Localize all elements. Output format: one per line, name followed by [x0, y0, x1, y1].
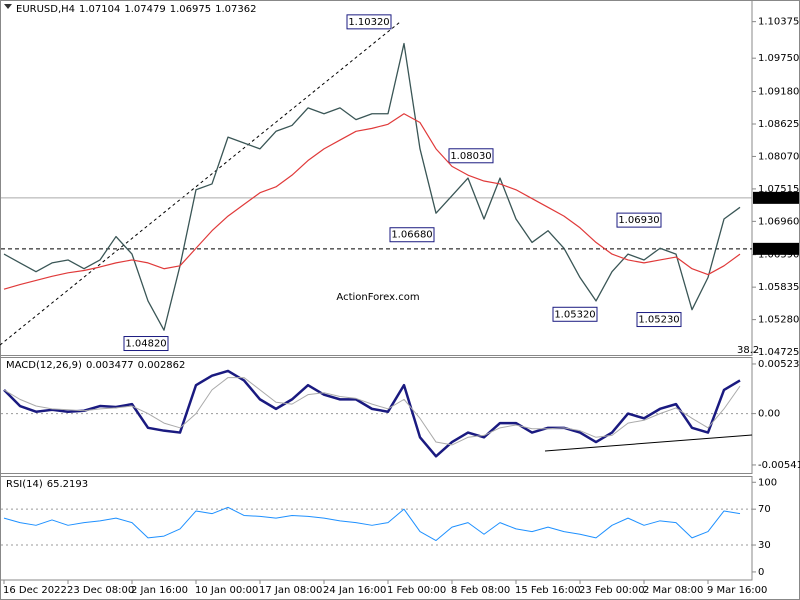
- y-tick-label: 1.09750: [758, 53, 799, 64]
- y-tick-label: -0.005416: [758, 460, 800, 471]
- price-level-box: [753, 191, 799, 204]
- header-icon: [4, 4, 12, 9]
- watermark: ActionForex.com: [336, 292, 419, 303]
- rsi-panel: [0, 476, 753, 581]
- signal-readout: 0.002862: [137, 360, 186, 371]
- macd-panel: [0, 357, 753, 474]
- annotation-label: 1.04820: [125, 339, 166, 350]
- price-level-label: 1.06490: [756, 244, 797, 255]
- close: 1.07362: [215, 4, 257, 15]
- annotation-box: [123, 336, 169, 352]
- x-tick-label: 1 Feb 00:00: [387, 585, 446, 596]
- low: 1.06975: [169, 4, 212, 15]
- y-tick-label: 1.10375: [758, 17, 799, 28]
- annotation-box: [616, 212, 662, 228]
- open: 1.07104: [79, 4, 121, 15]
- annotation-label: 1.08030: [450, 151, 491, 162]
- annotation-label: 1.06930: [618, 215, 659, 226]
- annotation-label: 1.05320: [554, 309, 595, 320]
- x-tick-label: 23 Feb 00:00: [579, 585, 645, 596]
- rsi-header: RSI(14) 65.2193: [6, 479, 92, 490]
- fib-label: 38.2: [737, 345, 759, 356]
- annotation-label: 1.05230: [638, 315, 679, 326]
- macd-header: MACD(12,26,9) 0.003477 0.002862: [6, 360, 189, 371]
- x-tick-label: 15 Feb 16:00: [515, 585, 581, 596]
- y-tick-label: 0.005236: [758, 359, 800, 370]
- series-line: [3, 113, 741, 290]
- x-tick-label: 24 Jan 16:00: [323, 585, 386, 596]
- price-panel: [0, 0, 753, 356]
- annotation-box: [636, 312, 682, 328]
- annotation-label: 1.06680: [391, 230, 432, 241]
- y-tick-label: 1.04725: [758, 347, 799, 358]
- y-tick-label: 0: [758, 567, 764, 578]
- x-tick-label: 8 Feb 08:00: [451, 585, 510, 596]
- annotation-label: 1.10320: [348, 17, 389, 28]
- price-header: EURUSD,H4 1.07104 1.07479 1.06975 1.07362: [16, 4, 260, 15]
- y-tick-label: 1.05835: [758, 282, 799, 293]
- y-tick-label: 30: [758, 540, 771, 551]
- y-tick-label: 1.07515: [758, 184, 799, 195]
- y-tick-label: 70: [758, 504, 771, 515]
- high: 1.07479: [124, 4, 166, 15]
- rsi-readout: 65.2193: [46, 479, 89, 490]
- rsi-title: RSI(14): [6, 479, 43, 490]
- y-tick-label: 1.08625: [758, 119, 799, 130]
- y-tick-label: 1.09180: [758, 87, 799, 98]
- series-line: [3, 369, 741, 458]
- annotation-box: [552, 306, 598, 322]
- x-tick-label: 2 Jan 16:00: [131, 585, 188, 596]
- y-tick-label: 0.00: [758, 409, 780, 420]
- annotation-box: [389, 227, 435, 243]
- x-tick-label: 23 Dec 08:00: [67, 585, 134, 596]
- x-tick-label: 2 Mar 08:00: [643, 585, 703, 596]
- y-tick-label: 1.06960: [758, 216, 799, 227]
- series-line: [3, 42, 741, 331]
- annotation-box: [346, 14, 392, 30]
- y-tick-label: 100: [758, 477, 777, 488]
- x-tick-label: 10 Jan 00:00: [195, 585, 258, 596]
- annotation-box: [448, 148, 494, 164]
- series-line: [3, 506, 741, 542]
- y-tick-label: 1.05280: [758, 315, 799, 326]
- x-tick-label: 9 Mar 16:00: [707, 585, 767, 596]
- price-level-box: [753, 242, 799, 255]
- y-tick-label: 1.08070: [758, 151, 799, 162]
- series-line: [3, 377, 741, 446]
- price-level-label: 1.07362: [756, 193, 797, 204]
- y-tick-label: 1.06390: [758, 250, 799, 261]
- trend-line: [0, 21, 401, 346]
- macd-readout: 0.003477: [85, 360, 134, 371]
- macd-title: MACD(12,26,9): [6, 360, 82, 371]
- macd-trend-line: [544, 434, 753, 452]
- x-tick-label: 16 Dec 2022: [3, 585, 67, 596]
- x-tick-label: 17 Jan 08:00: [259, 585, 322, 596]
- symbol: EURUSD,H4: [16, 4, 76, 15]
